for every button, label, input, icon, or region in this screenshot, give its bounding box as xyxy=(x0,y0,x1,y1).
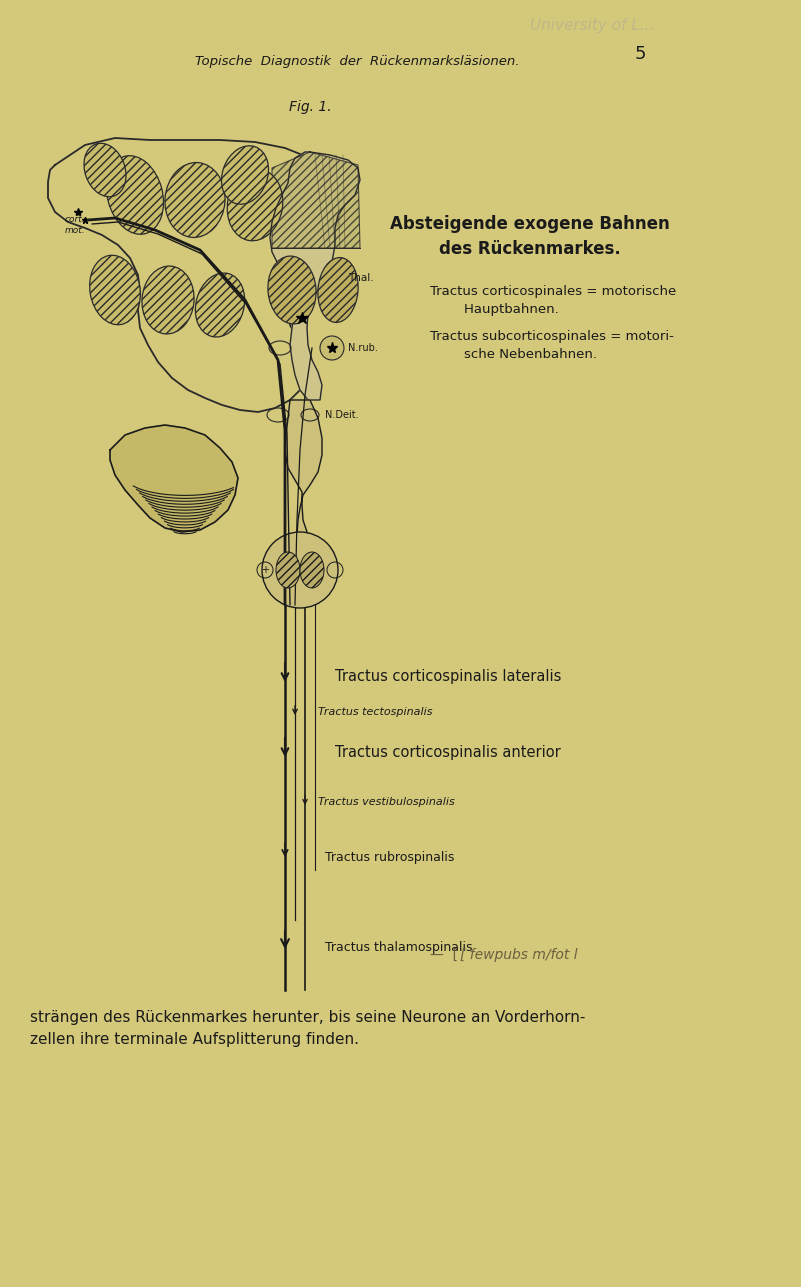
Circle shape xyxy=(262,532,338,607)
Text: [ fewpubs m/fot l: [ fewpubs m/fot l xyxy=(460,949,578,961)
Circle shape xyxy=(320,336,344,360)
Ellipse shape xyxy=(227,169,283,241)
Text: Tractus tectospinalis: Tractus tectospinalis xyxy=(318,707,433,717)
Text: +: + xyxy=(261,565,269,575)
Text: Fig. 1.: Fig. 1. xyxy=(288,100,332,115)
Text: 5: 5 xyxy=(634,45,646,63)
Text: Thal.: Thal. xyxy=(348,273,373,283)
Ellipse shape xyxy=(165,162,225,237)
Text: Absteigende exogene Bahnen
des Rückenmarkes.: Absteigende exogene Bahnen des Rückenmar… xyxy=(390,215,670,257)
Ellipse shape xyxy=(318,257,358,323)
Text: Tractus thalamospinalis: Tractus thalamospinalis xyxy=(325,942,473,955)
Ellipse shape xyxy=(107,156,163,234)
Text: cort.
mot.: cort. mot. xyxy=(65,215,86,234)
Text: Tractus corticospinalis anterior: Tractus corticospinalis anterior xyxy=(335,744,561,759)
Ellipse shape xyxy=(276,552,300,588)
Polygon shape xyxy=(272,152,360,248)
Polygon shape xyxy=(48,138,342,412)
Polygon shape xyxy=(285,400,322,544)
Text: Topische  Diagnostik  der  Rückenmarksläsionen.: Topische Diagnostik der Rückenmarksläsio… xyxy=(195,55,520,68)
Ellipse shape xyxy=(90,255,140,324)
Ellipse shape xyxy=(268,256,316,324)
Text: University of L...: University of L... xyxy=(530,18,654,33)
Text: Tractus subcorticospinales = motori-
        sche Nebenbahnen.: Tractus subcorticospinales = motori- sch… xyxy=(430,329,674,360)
Ellipse shape xyxy=(300,552,324,588)
Text: N.Deit.: N.Deit. xyxy=(325,411,359,420)
Polygon shape xyxy=(110,425,238,532)
Text: Tractus vestibulospinalis: Tractus vestibulospinalis xyxy=(318,797,455,807)
Polygon shape xyxy=(270,152,360,400)
Text: Tractus corticospinales = motorische
        Hauptbahnen.: Tractus corticospinales = motorische Hau… xyxy=(430,284,676,317)
Text: —  [: — [ xyxy=(430,949,458,961)
Ellipse shape xyxy=(222,145,268,205)
Ellipse shape xyxy=(195,273,244,337)
Text: N.rub.: N.rub. xyxy=(348,344,378,353)
Ellipse shape xyxy=(84,143,126,197)
Text: Tractus rubrospinalis: Tractus rubrospinalis xyxy=(325,852,454,865)
Text: strängen des Rückenmarkes herunter, bis seine Neurone an Vorderhorn-
zellen ihre: strängen des Rückenmarkes herunter, bis … xyxy=(30,1010,586,1048)
Text: Tractus corticospinalis lateralis: Tractus corticospinalis lateralis xyxy=(335,668,562,683)
Ellipse shape xyxy=(142,266,194,333)
